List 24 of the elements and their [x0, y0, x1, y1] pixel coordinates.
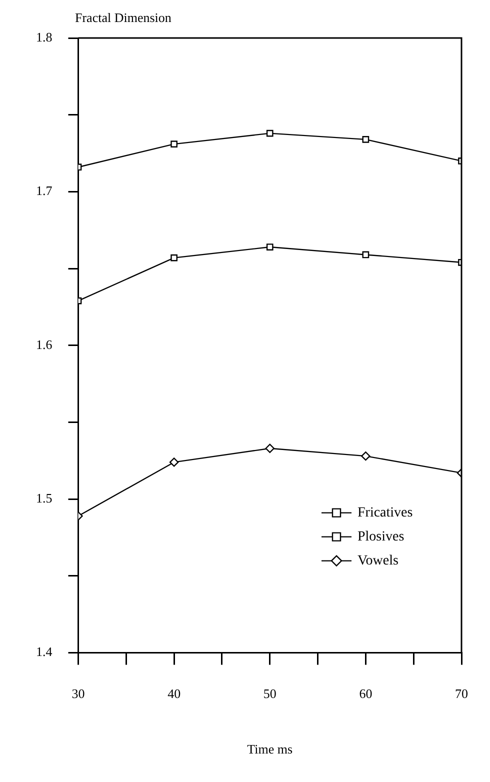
point [266, 130, 274, 137]
y-tick-label: 1.8 [36, 29, 52, 44]
legend-label: Vowels [358, 553, 398, 568]
point [361, 451, 370, 461]
y-tick-label: 1.7 [36, 183, 53, 198]
point [265, 444, 274, 453]
x-tick-label: 60 [359, 686, 372, 702]
point [362, 136, 370, 143]
y-tick-label: 1.4 [36, 644, 53, 660]
y-tick-label: 1.5 [36, 490, 52, 506]
y-axis-title: Fractal Dimension [75, 10, 172, 26]
point [169, 458, 179, 467]
x-tick-label: 50 [263, 686, 276, 702]
point [170, 140, 178, 148]
x-tick-label: 70 [455, 686, 468, 702]
x-axis-title: Time ms [247, 742, 293, 757]
point [266, 244, 274, 250]
legend-label: Plosives [358, 529, 404, 544]
x-tick-label: 30 [72, 686, 85, 702]
point [362, 251, 370, 258]
x-tick-label: 40 [168, 686, 181, 702]
point [170, 254, 178, 262]
legend-label: Fricatives [358, 505, 413, 520]
y-tick-label: 1.6 [36, 336, 53, 352]
